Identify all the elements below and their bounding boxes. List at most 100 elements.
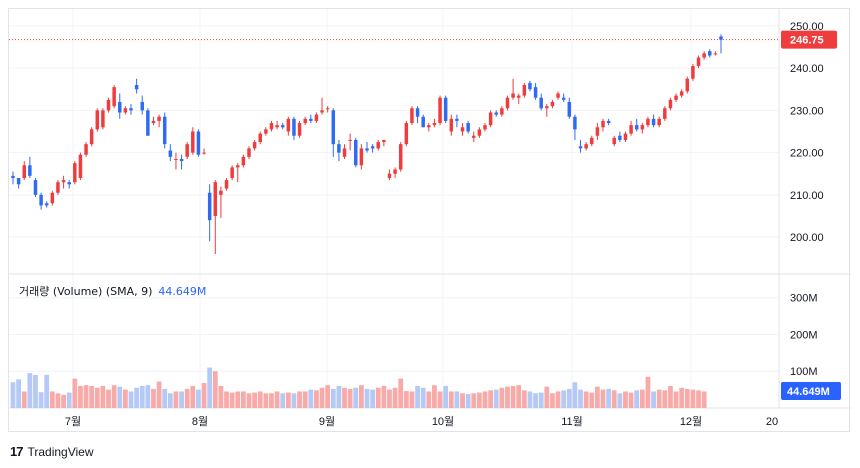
volume-bar[interactable] xyxy=(21,391,27,408)
candle-body[interactable] xyxy=(95,110,100,130)
candlestick-chart[interactable]: 250.00 240.00 230.00 220.00 210.00 200.00 246.… xyxy=(9,9,851,433)
volume-bar[interactable] xyxy=(308,389,314,408)
volume-bar[interactable] xyxy=(437,391,443,408)
volume-bar[interactable] xyxy=(325,385,331,408)
candle-body[interactable] xyxy=(303,118,307,124)
candle-body[interactable] xyxy=(78,154,83,178)
candle-body[interactable] xyxy=(443,97,448,121)
candle-body[interactable] xyxy=(455,118,459,121)
volume-bar[interactable] xyxy=(33,374,38,408)
candle-body[interactable] xyxy=(449,118,454,132)
volume-bar[interactable] xyxy=(493,389,499,408)
candle-body[interactable] xyxy=(89,129,94,145)
volume-bar[interactable] xyxy=(235,391,241,408)
candle-body[interactable] xyxy=(196,131,201,155)
volume-bar[interactable] xyxy=(583,391,589,408)
candle-body[interactable] xyxy=(494,112,498,115)
volume-bar[interactable] xyxy=(488,390,494,408)
volume-bar[interactable] xyxy=(83,385,89,408)
volume-bar[interactable] xyxy=(111,385,117,408)
volume-bar[interactable] xyxy=(184,388,190,408)
volume-bar[interactable] xyxy=(684,388,690,408)
candle-body[interactable] xyxy=(702,53,706,58)
volume-bar[interactable] xyxy=(448,391,454,408)
volume-bar[interactable] xyxy=(701,391,707,408)
candle-body[interactable] xyxy=(539,97,543,109)
candle-body[interactable] xyxy=(359,148,364,166)
volume-bar[interactable] xyxy=(66,392,72,408)
volume-bar[interactable] xyxy=(280,393,286,408)
volume-bar[interactable] xyxy=(246,393,252,408)
candle-body[interactable] xyxy=(101,110,105,128)
volume-bar[interactable] xyxy=(527,391,533,408)
candle-body[interactable] xyxy=(679,91,684,96)
candle-body[interactable] xyxy=(584,144,588,149)
volume-bar[interactable] xyxy=(662,390,668,408)
volume-bar[interactable] xyxy=(38,392,44,408)
candle-body[interactable] xyxy=(258,133,262,143)
volume-bar[interactable] xyxy=(381,385,387,408)
volume-bar[interactable] xyxy=(656,389,662,408)
candle-body[interactable] xyxy=(286,118,291,132)
candle-body[interactable] xyxy=(162,116,167,145)
candle-body[interactable] xyxy=(640,125,645,130)
candle-body[interactable] xyxy=(146,110,150,136)
volume-bar[interactable] xyxy=(690,389,696,408)
candle-body[interactable] xyxy=(112,87,116,107)
candle-body[interactable] xyxy=(522,85,527,96)
volume-bar[interactable] xyxy=(403,391,409,408)
volume-bar[interactable] xyxy=(190,385,196,408)
candle-body[interactable] xyxy=(84,144,88,155)
volume-bar[interactable] xyxy=(358,385,364,408)
volume-bar[interactable] xyxy=(179,391,184,408)
volume-bar[interactable] xyxy=(269,393,274,408)
volume-bar[interactable] xyxy=(645,376,651,408)
volume-bar[interactable] xyxy=(94,387,100,408)
candle-body[interactable] xyxy=(241,156,246,166)
candle-body[interactable] xyxy=(309,118,313,121)
volume-bar[interactable] xyxy=(173,391,179,408)
candle-body[interactable] xyxy=(595,127,600,136)
candle-body[interactable] xyxy=(50,192,55,204)
volume-bar[interactable] xyxy=(207,367,213,408)
volume-bar[interactable] xyxy=(218,385,224,408)
volume-bar[interactable] xyxy=(106,389,111,408)
volume-bar[interactable] xyxy=(476,392,482,408)
volume-bar[interactable] xyxy=(589,392,595,408)
volume-bar[interactable] xyxy=(679,387,685,408)
volume-bar[interactable] xyxy=(274,391,280,408)
candle-body[interactable] xyxy=(275,125,279,128)
volume-bar[interactable] xyxy=(336,385,342,408)
volume-bar[interactable] xyxy=(156,381,162,408)
candle-body[interactable] xyxy=(713,53,718,55)
candle-body[interactable] xyxy=(528,82,532,90)
volume-bar[interactable] xyxy=(617,393,623,408)
candle-body[interactable] xyxy=(651,118,656,126)
volume-bar[interactable] xyxy=(471,393,477,408)
candle-body[interactable] xyxy=(460,127,465,132)
volume-bar[interactable] xyxy=(145,385,151,408)
volume-bar[interactable] xyxy=(291,393,297,408)
volume-bar[interactable] xyxy=(460,393,465,408)
volume-bar[interactable] xyxy=(465,394,471,408)
candle-body[interactable] xyxy=(663,108,667,119)
candle-body[interactable] xyxy=(213,182,218,216)
tradingview-brand[interactable]: 17 TradingView xyxy=(10,444,94,459)
candle-body[interactable] xyxy=(44,203,49,206)
candle-body[interactable] xyxy=(230,167,234,178)
candle-body[interactable] xyxy=(500,108,504,115)
candle-body[interactable] xyxy=(174,158,178,160)
candle-body[interactable] xyxy=(668,99,673,109)
volume-bar[interactable] xyxy=(639,389,645,408)
candle-body[interactable] xyxy=(56,182,60,193)
candle-body[interactable] xyxy=(561,97,566,100)
volume-bar[interactable] xyxy=(319,387,325,408)
candle-body[interactable] xyxy=(224,180,229,189)
candle-body[interactable] xyxy=(421,116,425,128)
candle-body[interactable] xyxy=(22,165,26,178)
candle-body[interactable] xyxy=(33,180,38,195)
volume-bar[interactable] xyxy=(285,392,291,408)
candle-body[interactable] xyxy=(550,101,555,107)
candle-body[interactable] xyxy=(11,175,15,178)
candle-body[interactable] xyxy=(207,192,212,221)
